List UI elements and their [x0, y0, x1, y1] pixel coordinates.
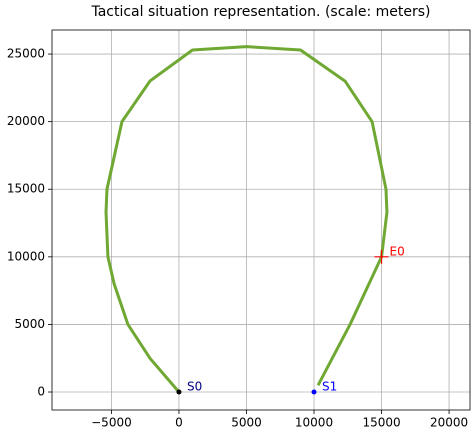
- point-marker: [311, 389, 317, 395]
- x-tick-label: 5000: [231, 416, 262, 430]
- point-label: S0: [187, 380, 202, 394]
- x-tick-label: 10000: [295, 416, 333, 430]
- trajectory-line: [104, 45, 389, 393]
- y-tick-label: 0: [37, 385, 45, 399]
- point-label: S1: [322, 380, 337, 394]
- x-tick-label: 20000: [430, 416, 468, 430]
- y-tick-label: 25000: [7, 47, 45, 61]
- y-tick-label: 10000: [7, 249, 45, 263]
- point-label: E0: [390, 244, 405, 258]
- y-tick-label: 5000: [14, 317, 45, 331]
- y-tick-label: 20000: [7, 114, 45, 128]
- point-marker: [176, 389, 182, 395]
- x-tick-label: 0: [175, 416, 183, 430]
- x-tick-label: −5000: [91, 416, 132, 430]
- y-tick-label: 15000: [7, 182, 45, 196]
- x-tick-label: 15000: [362, 416, 400, 430]
- point-marker: [374, 249, 389, 264]
- plot-frame: [51, 29, 471, 411]
- chart-title: Tactical situation representation. (scal…: [90, 4, 430, 20]
